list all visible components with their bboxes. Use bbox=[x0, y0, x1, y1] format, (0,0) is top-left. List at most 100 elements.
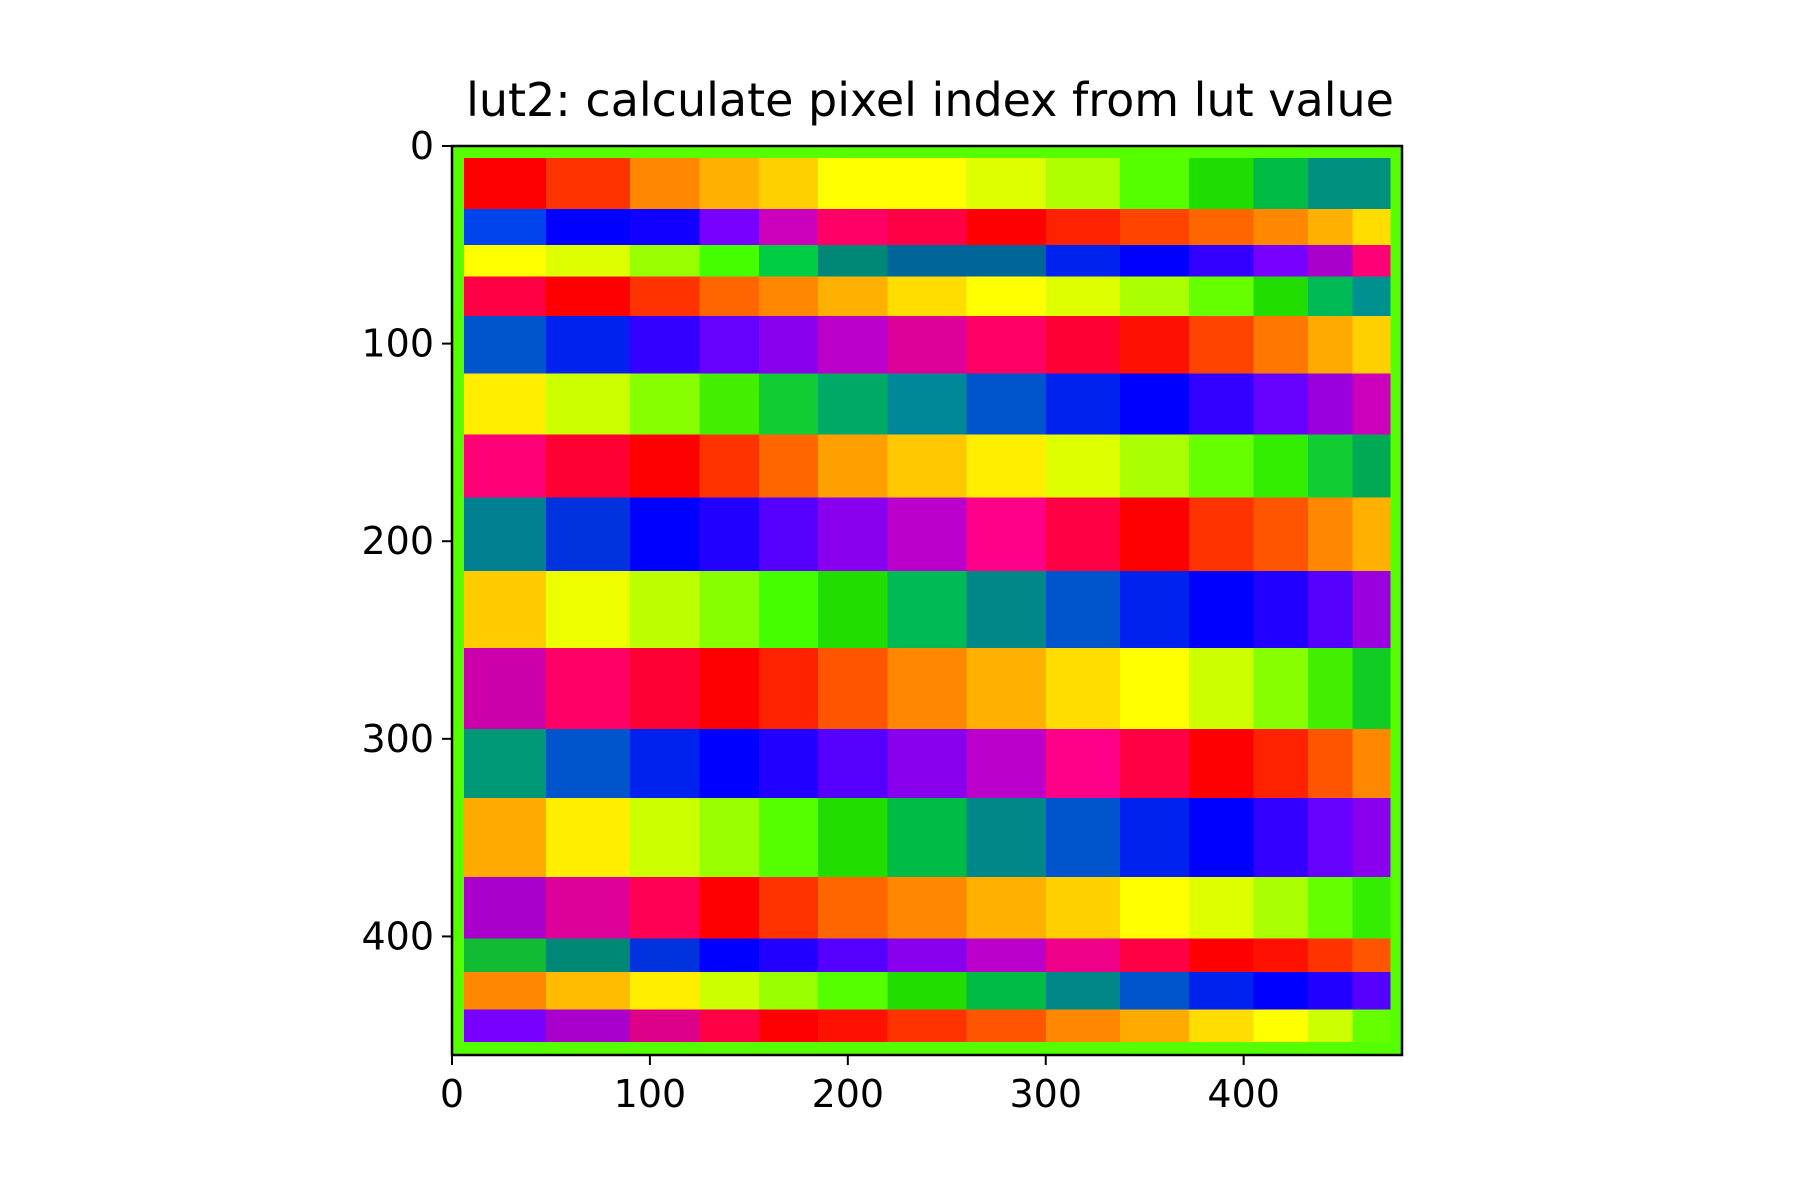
heatmap-cell bbox=[1307, 938, 1354, 973]
heatmap-cell bbox=[1189, 373, 1255, 436]
heatmap-cell bbox=[1352, 798, 1391, 878]
heatmap-cell bbox=[1189, 315, 1255, 374]
heatmap-cell bbox=[1307, 972, 1354, 1011]
heatmap-cell bbox=[758, 209, 819, 246]
heatmap-cell bbox=[1307, 728, 1354, 799]
heatmap-cell bbox=[818, 972, 889, 1011]
heatmap-cell bbox=[1307, 157, 1354, 210]
heatmap-cell bbox=[887, 972, 968, 1011]
chart-title: lut2: calculate pixel index from lut val… bbox=[466, 73, 1394, 127]
heatmap-cell bbox=[1045, 315, 1121, 374]
heatmap-cell bbox=[1119, 647, 1190, 730]
x-tick-label: 100 bbox=[614, 1072, 687, 1116]
heatmap-cell bbox=[546, 938, 631, 973]
heatmap-cell bbox=[546, 798, 631, 878]
heatmap-cell bbox=[546, 373, 631, 436]
heatmap-cell bbox=[1045, 798, 1121, 878]
heatmap-cell bbox=[546, 276, 631, 317]
heatmap-cell bbox=[818, 1009, 889, 1042]
heatmap-cell bbox=[1119, 276, 1190, 317]
heatmap-cell bbox=[966, 1009, 1047, 1042]
heatmap-cell bbox=[966, 728, 1047, 799]
heatmap-cell bbox=[1045, 570, 1121, 649]
heatmap-cell bbox=[463, 373, 547, 436]
heatmap-cell bbox=[463, 728, 547, 799]
heatmap-cell bbox=[1045, 728, 1121, 799]
heatmap-cell bbox=[1189, 570, 1255, 649]
heatmap-cell bbox=[1307, 276, 1354, 317]
heatmap-cell bbox=[1307, 497, 1354, 572]
heatmap-cell bbox=[1045, 434, 1121, 499]
heatmap-cell bbox=[1307, 434, 1354, 499]
heatmap-cell bbox=[818, 877, 889, 940]
heatmap-cell bbox=[818, 157, 889, 210]
heatmap-cell bbox=[630, 244, 700, 278]
heatmap-cell bbox=[1352, 570, 1391, 649]
heatmap-cell bbox=[966, 157, 1047, 210]
heatmap-cell bbox=[887, 497, 968, 572]
heatmap-cell bbox=[1253, 938, 1309, 973]
heatmap-cell bbox=[887, 373, 968, 436]
heatmap-cell bbox=[1045, 1009, 1121, 1042]
heatmap-cell bbox=[758, 728, 819, 799]
heatmap-cell bbox=[699, 434, 760, 499]
heatmap-cell bbox=[699, 798, 760, 878]
heatmap-cell bbox=[463, 315, 547, 374]
heatmap-cell bbox=[818, 373, 889, 436]
x-axis: 0 100 200 300 400 bbox=[440, 1055, 1280, 1116]
heatmap-cell bbox=[1119, 497, 1190, 572]
heatmap-cell bbox=[699, 728, 760, 799]
heatmap-cell bbox=[1253, 434, 1309, 499]
heatmap-cell bbox=[1253, 209, 1309, 246]
heatmap-cell bbox=[1189, 434, 1255, 499]
heatmap-cell bbox=[887, 244, 968, 278]
y-tick-label: 100 bbox=[361, 322, 434, 366]
heatmap-cell bbox=[1189, 1009, 1255, 1042]
heatmap-cell bbox=[758, 434, 819, 499]
heatmap-cell bbox=[887, 157, 968, 210]
heatmap-cell bbox=[699, 209, 760, 246]
y-tick-label: 0 bbox=[410, 124, 434, 168]
heatmap-cell bbox=[1119, 570, 1190, 649]
heatmap-cell bbox=[1352, 728, 1391, 799]
heatmap-cell bbox=[1352, 209, 1391, 246]
heatmap-cell bbox=[1307, 1009, 1354, 1042]
heatmap-cell bbox=[887, 276, 968, 317]
heatmap-cell bbox=[1253, 1009, 1309, 1042]
heatmap-cell bbox=[1045, 938, 1121, 973]
y-tick-label: 300 bbox=[361, 717, 434, 761]
heatmap-cell bbox=[546, 209, 631, 246]
heatmap-cell bbox=[699, 570, 760, 649]
heatmap-cell bbox=[463, 209, 547, 246]
heatmap-cell bbox=[1119, 373, 1190, 436]
heatmap-cell bbox=[1253, 798, 1309, 878]
heatmap-cell bbox=[1307, 209, 1354, 246]
heatmap-cell bbox=[699, 373, 760, 436]
heatmap-cell bbox=[630, 315, 700, 374]
heatmap-cell bbox=[1307, 315, 1354, 374]
heatmap-cell bbox=[818, 497, 889, 572]
heatmap-cell bbox=[966, 972, 1047, 1011]
heatmap-cell bbox=[818, 728, 889, 799]
heatmap-cell bbox=[1352, 972, 1391, 1011]
heatmap-cell bbox=[546, 315, 631, 374]
heatmap-cell bbox=[758, 877, 819, 940]
heatmap-cell bbox=[1189, 244, 1255, 278]
heatmap-cell bbox=[966, 244, 1047, 278]
heatmap-cell bbox=[699, 244, 760, 278]
heatmap-cell bbox=[1045, 209, 1121, 246]
heatmap-cell bbox=[887, 1009, 968, 1042]
heatmap-cell bbox=[1119, 798, 1190, 878]
x-tick-label: 200 bbox=[812, 1072, 885, 1116]
heatmap-cell bbox=[758, 244, 819, 278]
heatmap-cell bbox=[758, 276, 819, 317]
heatmap-cell bbox=[818, 570, 889, 649]
heatmap-cell bbox=[463, 938, 547, 973]
heatmap-cell bbox=[966, 497, 1047, 572]
heatmap-cell bbox=[966, 276, 1047, 317]
heatmap-cell bbox=[546, 497, 631, 572]
plot-frame bbox=[450, 144, 1404, 1057]
heatmap-cell bbox=[887, 570, 968, 649]
heatmap-cell bbox=[1352, 157, 1391, 210]
heatmap-cell bbox=[1253, 972, 1309, 1011]
